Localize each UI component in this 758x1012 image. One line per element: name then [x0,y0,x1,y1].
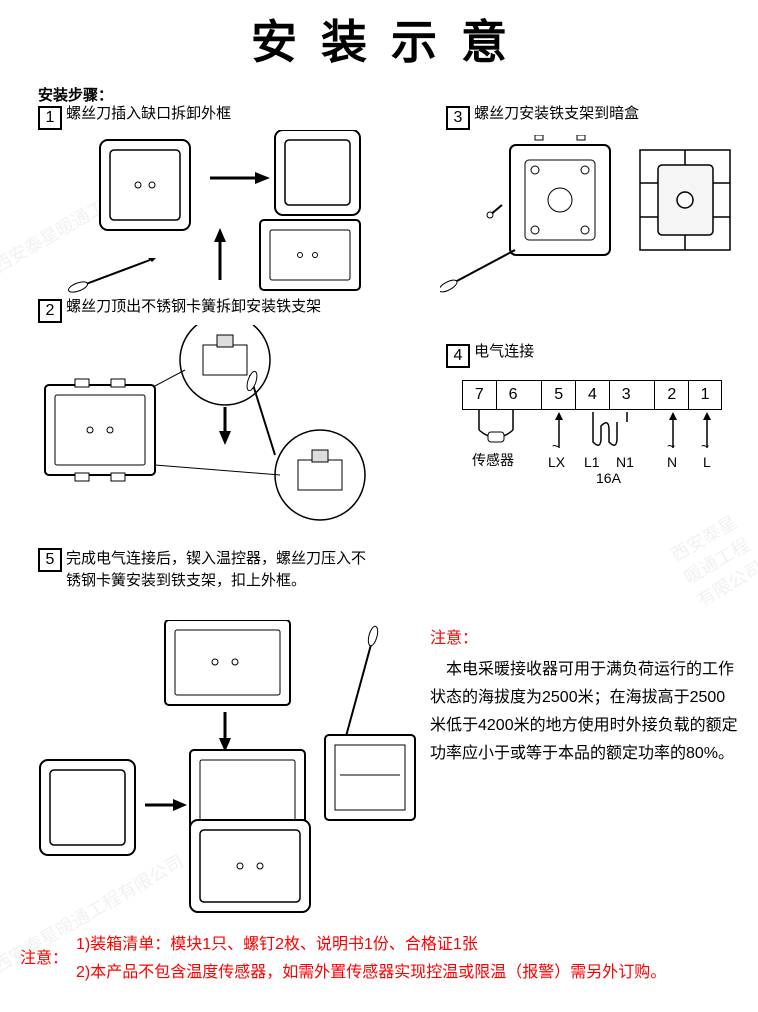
terminal-6: 6 [496,381,530,409]
step-5-text: 完成电气连接后，锲入温控器，螺丝刀压入不锈钢卡簧安装到铁支架，扣上外框。 [66,550,366,589]
step-5-num: 5 [38,548,62,572]
notice-2-head: 注意： [20,946,68,972]
terminal-3: 3 [609,381,643,409]
terminal-2: 2 [654,381,688,409]
step-4: 4 电气连接 [446,344,534,368]
step-2-text: 螺丝刀顶出不锈钢卡簧拆卸安装铁支架 [66,298,321,315]
step-1-diagram [60,130,380,300]
label-n1: N1 [616,454,634,470]
notice-1-head: 注意： [430,626,478,652]
label-l1: L1 [584,454,600,470]
label-tilde-n: ~ [667,438,675,454]
notice-2-line1: 1)装箱清单：模块1只、螺钉2枚、说明书1份、合格证1张 [76,932,746,958]
step-4-text: 电气连接 [474,343,534,360]
notice-2-line2: 2)本产品不包含温度传感器，如需外置传感器实现控温或限温（报警）需另外订购。 [76,960,756,986]
label-n: N [667,454,677,470]
step-3: 3 螺丝刀安装铁支架到暗盒 [446,106,639,130]
wiring-row: 7 6 5 4 3 2 1 [462,380,722,410]
notice-1-body: 本电采暖接收器可用于满负荷运行的工作状态的海拔度为2500米；在海拔高于2500… [430,656,740,768]
step-1-num: 1 [38,106,62,130]
label-16a: 16A [596,470,621,486]
subtitle: 安装步骤： [38,84,113,105]
step-5: 5 完成电气连接后，锲入温控器，螺丝刀压入不锈钢卡簧安装到铁支架，扣上外框。 [38,548,378,592]
label-lx: LX [548,454,565,470]
step-2-diagram [35,325,395,525]
step-2: 2 螺丝刀顶出不锈钢卡簧拆卸安装铁支架 [38,299,321,323]
terminal-7: 7 [462,381,496,409]
label-sensor: 传感器 [472,450,514,470]
terminal-5: 5 [541,381,575,409]
watermark: 西安泰星暖通工程有限公司 [666,506,758,613]
step-1: 1 螺丝刀插入缺口拆卸外框 [38,106,231,130]
step-3-text: 螺丝刀安装铁支架到暗盒 [474,105,639,122]
page-title: 安装示意 [0,0,758,72]
label-tilde-lx: ~ [552,438,560,454]
step-3-diagram [440,135,740,305]
terminal-4: 4 [575,381,609,409]
step-1-text: 螺丝刀插入缺口拆卸外框 [66,105,231,122]
step-5-diagram [35,620,435,915]
step-4-num: 4 [446,344,470,368]
step-3-num: 3 [446,106,470,130]
step-2-num: 2 [38,299,62,323]
wiring-diagram: 7 6 5 4 3 2 1 传感器 ~ LX L1 N1 16A ~ N ~ L [462,380,722,505]
terminal-1: 1 [688,381,722,409]
label-l: L [703,454,711,470]
label-tilde-l: ~ [701,438,709,454]
